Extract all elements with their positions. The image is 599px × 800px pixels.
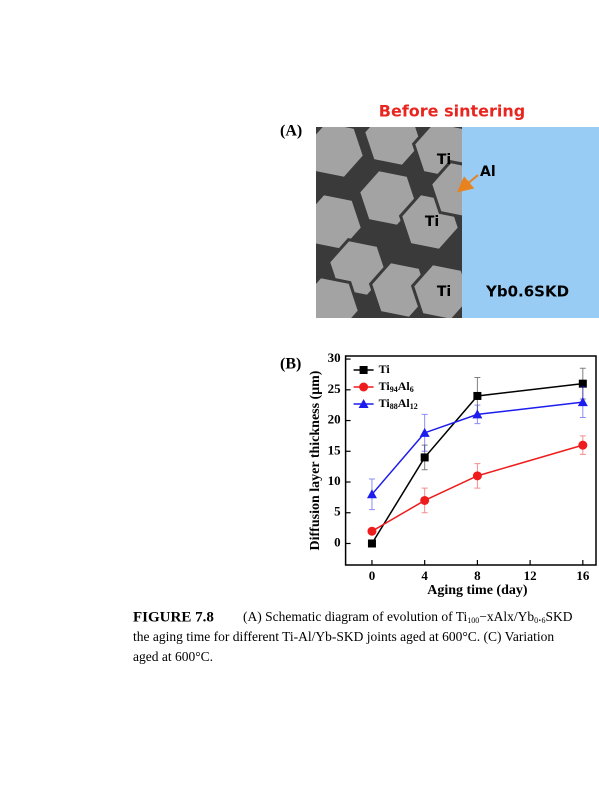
grain-group (316, 127, 462, 318)
caption-line: the aging time for different Ti-Al/Yb-SK… (133, 629, 554, 644)
panel-title: Before sintering (379, 102, 525, 121)
data-point (367, 526, 377, 536)
data-point (472, 409, 483, 419)
x-tick-label: 12 (524, 568, 537, 583)
x-axis-label: Aging time (day) (427, 583, 528, 598)
interlayer-label: Al (480, 164, 496, 180)
caption-line: (A) Schematic diagram of evolution of Ti… (243, 609, 573, 625)
data-point (473, 391, 482, 400)
grain (368, 259, 432, 318)
legend-label: Ti (379, 362, 391, 376)
chart: 0 5 10 15 20 25 30 0 4 8 12 16 Aging time (day) Diffu… (308, 350, 597, 598)
figure-label: FIGURE 7.8 (133, 609, 214, 625)
grain (316, 274, 362, 318)
caption-line: aged at 600°C. (133, 649, 213, 664)
x-tick-label: 8 (474, 568, 481, 583)
data-point (577, 397, 588, 407)
legend-marker (359, 366, 368, 374)
x-tick-label: 4 (421, 568, 428, 583)
legend-marker (358, 399, 369, 408)
grain-label: Ti (437, 152, 451, 168)
series-line (371, 444, 584, 532)
data-point (420, 495, 430, 505)
x-tick-label: 0 (369, 568, 376, 583)
data-point (367, 539, 376, 548)
data-point (420, 453, 429, 462)
grain (428, 159, 462, 219)
grain (316, 127, 367, 181)
pointer-arrow (456, 174, 479, 193)
substrate-label: Yb0.6SKD (485, 283, 569, 301)
series-line (371, 401, 583, 495)
grain (410, 261, 462, 318)
data-point (578, 379, 587, 388)
y-axis-label: Diffusion layer thickness (μm) (308, 370, 323, 550)
data-point (472, 471, 482, 481)
y-tick-label: 15 (328, 442, 342, 457)
panel-label: (A) (280, 123, 302, 140)
data-point (419, 427, 430, 437)
y-tick-label: 5 (334, 504, 341, 519)
legend-label: Ti88Al12 (379, 396, 418, 411)
data-point (366, 489, 377, 499)
x-tick-label: 16 (576, 568, 590, 583)
plot-frame (344, 355, 597, 566)
y-tick-label: 0 (334, 534, 341, 549)
grain-label: Ti (437, 284, 451, 300)
legend-label: Ti94Al6 (379, 379, 414, 394)
y-tick-label: 30 (328, 350, 341, 365)
legend-marker (359, 382, 369, 392)
series-line (371, 382, 583, 544)
panel-label: (B) (280, 356, 301, 373)
grain (361, 127, 425, 169)
data-point (578, 440, 588, 450)
y-tick-label: 10 (328, 473, 341, 488)
y-tick-label: 25 (328, 381, 342, 396)
y-tick-label: 20 (328, 412, 341, 427)
grain-label: Ti (425, 214, 439, 230)
